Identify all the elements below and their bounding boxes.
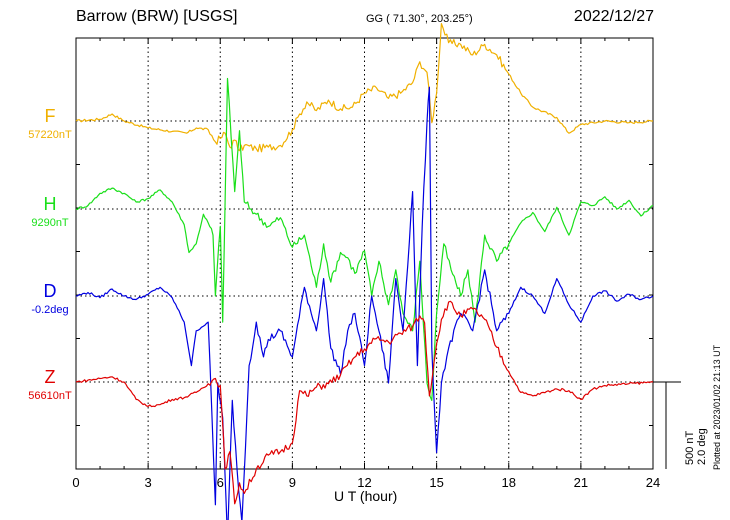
x-tick-label: 15 xyxy=(429,475,443,490)
trace-d xyxy=(75,86,654,520)
channel-name-f: F xyxy=(44,106,56,126)
trace-group xyxy=(75,23,654,520)
date-label: 2022/12/27 xyxy=(573,8,654,25)
station-title: Barrow (BRW) [USGS] xyxy=(76,8,238,25)
trace-f xyxy=(75,23,653,153)
x-tick-label: 12 xyxy=(357,475,371,490)
grid-lines xyxy=(76,38,653,469)
channel-baseline-h: 9290nT xyxy=(31,217,69,229)
channel-baseline-f: 57220nT xyxy=(28,129,72,141)
scale-bar-label: 500 nT 2.0 deg xyxy=(684,428,708,465)
x-tick-label: 18 xyxy=(502,475,516,490)
trace-z xyxy=(75,300,654,505)
x-tick-label: 24 xyxy=(646,475,660,490)
scale-nt: 500 nT xyxy=(684,430,696,465)
axis-ticks: 0 3 6 9 12 15 18 21 24 xyxy=(72,38,660,490)
channel-name-d: D xyxy=(43,281,57,301)
coordinate-label: GG ( 71.30°, 203.25°) xyxy=(366,13,473,25)
x-tick-label: 3 xyxy=(145,475,152,490)
channel-name-z: Z xyxy=(44,367,56,387)
x-tick-label: 6 xyxy=(217,475,224,490)
plotted-timestamp: Plotted at 2023/01/02 21:13 UT xyxy=(712,344,722,470)
scale-deg: 2.0 deg xyxy=(696,428,708,465)
x-tick-label: 21 xyxy=(574,475,588,490)
x-tick-label: 9 xyxy=(289,475,296,490)
channel-name-h: H xyxy=(43,194,57,214)
trace-h xyxy=(75,77,654,401)
x-axis-label: U T (hour) xyxy=(334,488,398,504)
channel-baseline-z: 56610nT xyxy=(28,390,72,402)
x-tick-label: 0 xyxy=(72,475,79,490)
channel-baseline-d: -0.2deg xyxy=(31,304,69,316)
